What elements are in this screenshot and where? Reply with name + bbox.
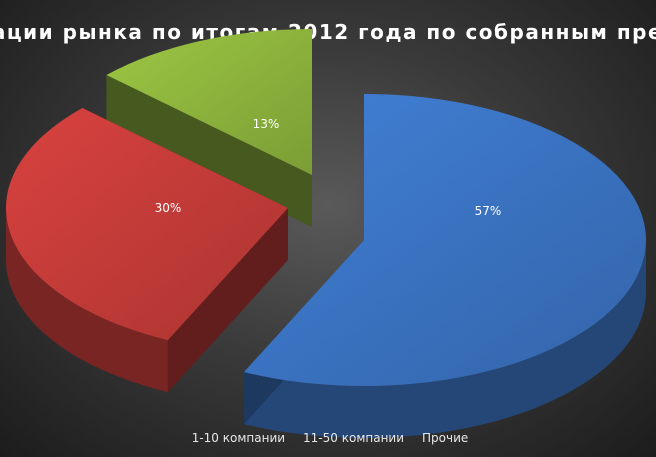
data-label: 57%	[475, 204, 502, 218]
legend: 1-10 компании 11-50 компании Прочие	[0, 431, 656, 445]
pie-slice-1	[243, 94, 646, 438]
slice-side-wall	[6, 208, 168, 393]
chart-title: рации рынка по итогам 2012 года по собра…	[0, 20, 656, 44]
slice-top-face	[5, 108, 288, 341]
data-label: 13%	[253, 117, 280, 131]
pie-slice-2	[5, 108, 288, 393]
legend-label: 1-10 компании	[191, 431, 286, 445]
legend-entry-11-50: 11-50 компании	[299, 431, 404, 445]
legend-entry-other: Прочие	[418, 431, 468, 445]
slice-side-wall	[243, 240, 646, 438]
pie-slice-3	[106, 29, 312, 227]
slice-cut-face	[106, 75, 312, 227]
legend-label: Прочие	[422, 431, 469, 445]
slice-cut-face	[167, 208, 288, 393]
slice-top-face	[243, 94, 646, 386]
legend-label: 11-50 компании	[303, 431, 405, 445]
slice-top-face	[106, 29, 312, 175]
legend-entry-1-10: 1-10 компании	[188, 431, 285, 445]
data-label: 30%	[155, 201, 182, 215]
